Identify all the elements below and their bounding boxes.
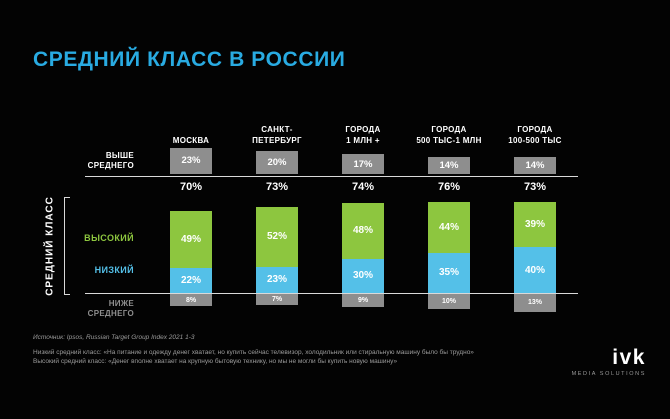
stacked-bar: 39% 40%	[514, 202, 556, 293]
totals-spacer	[30, 177, 148, 197]
low-class-definition: Низкий средний класс: «На питание и одеж…	[33, 349, 474, 356]
bar-below-average: 13%	[514, 294, 556, 312]
logo-tagline: MEDIA SOLUTIONS	[571, 371, 646, 378]
bar-high: 49%	[170, 211, 212, 268]
below-average-row: НИЖЕ СРЕДНЕГО 8% 7% 9% 10% 13%	[30, 294, 578, 324]
bar-above-average: 14%	[514, 157, 556, 174]
total-value: 73%	[265, 181, 289, 193]
bar-above-average: 23%	[170, 147, 212, 174]
bar-high: 44%	[428, 202, 470, 253]
bar-low: 23%	[256, 266, 298, 293]
bar-below-average: 9%	[342, 294, 384, 308]
total-value: 76%	[437, 181, 461, 193]
above-average-label: ВЫШЕ СРЕДНЕГО	[87, 150, 134, 170]
bar-below-average: 10%	[428, 294, 470, 309]
bar-below-average: 8%	[170, 294, 212, 307]
divider-bottom	[85, 293, 578, 294]
bar-above-average: 14%	[428, 157, 470, 174]
middle-class-bracket	[64, 197, 70, 295]
low-segment-label: НИЗКИЙ	[94, 265, 134, 276]
chart: МОСКВА САНКТ- ПЕТЕРБУРГ ГОРОДА 1 МЛН + ГОРО…	[30, 104, 578, 324]
column-header: МОСКВА	[172, 135, 210, 145]
middle-class-axis-label: СРЕДНИЙ КЛАСС	[44, 196, 56, 296]
column-header: ГОРОДА 100-500 ТЫС	[508, 124, 562, 145]
logo-wordmark: ivk	[612, 346, 646, 369]
bar-low: 30%	[342, 258, 384, 293]
source-note: Источник: Ipsos, Russian Target Group In…	[33, 334, 195, 341]
bar-low: 22%	[170, 267, 212, 293]
stacked-row: ВЫСОКИЙ НИЗКИЙ 49% 22% 52% 23% 48% 30% 44% 35% 3…	[30, 197, 578, 293]
page-title: СРЕДНИЙ КЛАСС В РОССИИ	[33, 48, 346, 71]
stacked-bar: 48% 30%	[342, 203, 384, 293]
stacked-bar: 49% 22%	[170, 211, 212, 293]
column-header: САНКТ- ПЕТЕРБУРГ	[252, 124, 302, 145]
bar-low: 35%	[428, 252, 470, 293]
column-headers-row: МОСКВА САНКТ- ПЕТЕРБУРГ ГОРОДА 1 МЛН + ГОРО…	[30, 104, 578, 146]
footnotes: Источник: Ipsos, Russian Target Group In…	[33, 334, 553, 367]
bar-below-average: 7%	[256, 294, 298, 306]
totals-row: 70% 73% 74% 76% 73%	[30, 177, 578, 197]
bar-high: 48%	[342, 203, 384, 259]
bar-above-average: 17%	[342, 154, 384, 174]
total-value: 73%	[523, 181, 547, 193]
above-average-row: ВЫШЕ СРЕДНЕГО 23% 20% 17% 14% 14%	[30, 146, 578, 176]
stacked-bar: 44% 35%	[428, 202, 470, 293]
bar-high: 52%	[256, 206, 298, 267]
logo: ivk MEDIA SOLUTIONS	[572, 346, 646, 377]
total-value: 74%	[351, 181, 375, 193]
high-class-definition: Высокий средний класс: «Денег вполне хва…	[33, 358, 398, 366]
column-header: ГОРОДА 1 МЛН +	[345, 124, 381, 145]
bar-above-average: 20%	[256, 151, 298, 174]
below-average-label: НИЖЕ СРЕДНЕГО	[87, 298, 134, 318]
header-spacer	[30, 104, 148, 146]
bar-low: 40%	[514, 247, 556, 293]
bar-high: 39%	[514, 202, 556, 247]
total-value: 70%	[179, 181, 203, 193]
column-header: ГОРОДА 500 ТЫС-1 МЛН	[416, 124, 482, 145]
divider-top	[85, 176, 578, 177]
stacked-bar: 52% 23%	[256, 206, 298, 293]
high-segment-label: ВЫСОКИЙ	[84, 233, 134, 244]
stack-labels: ВЫСОКИЙ НИЗКИЙ	[30, 197, 148, 293]
